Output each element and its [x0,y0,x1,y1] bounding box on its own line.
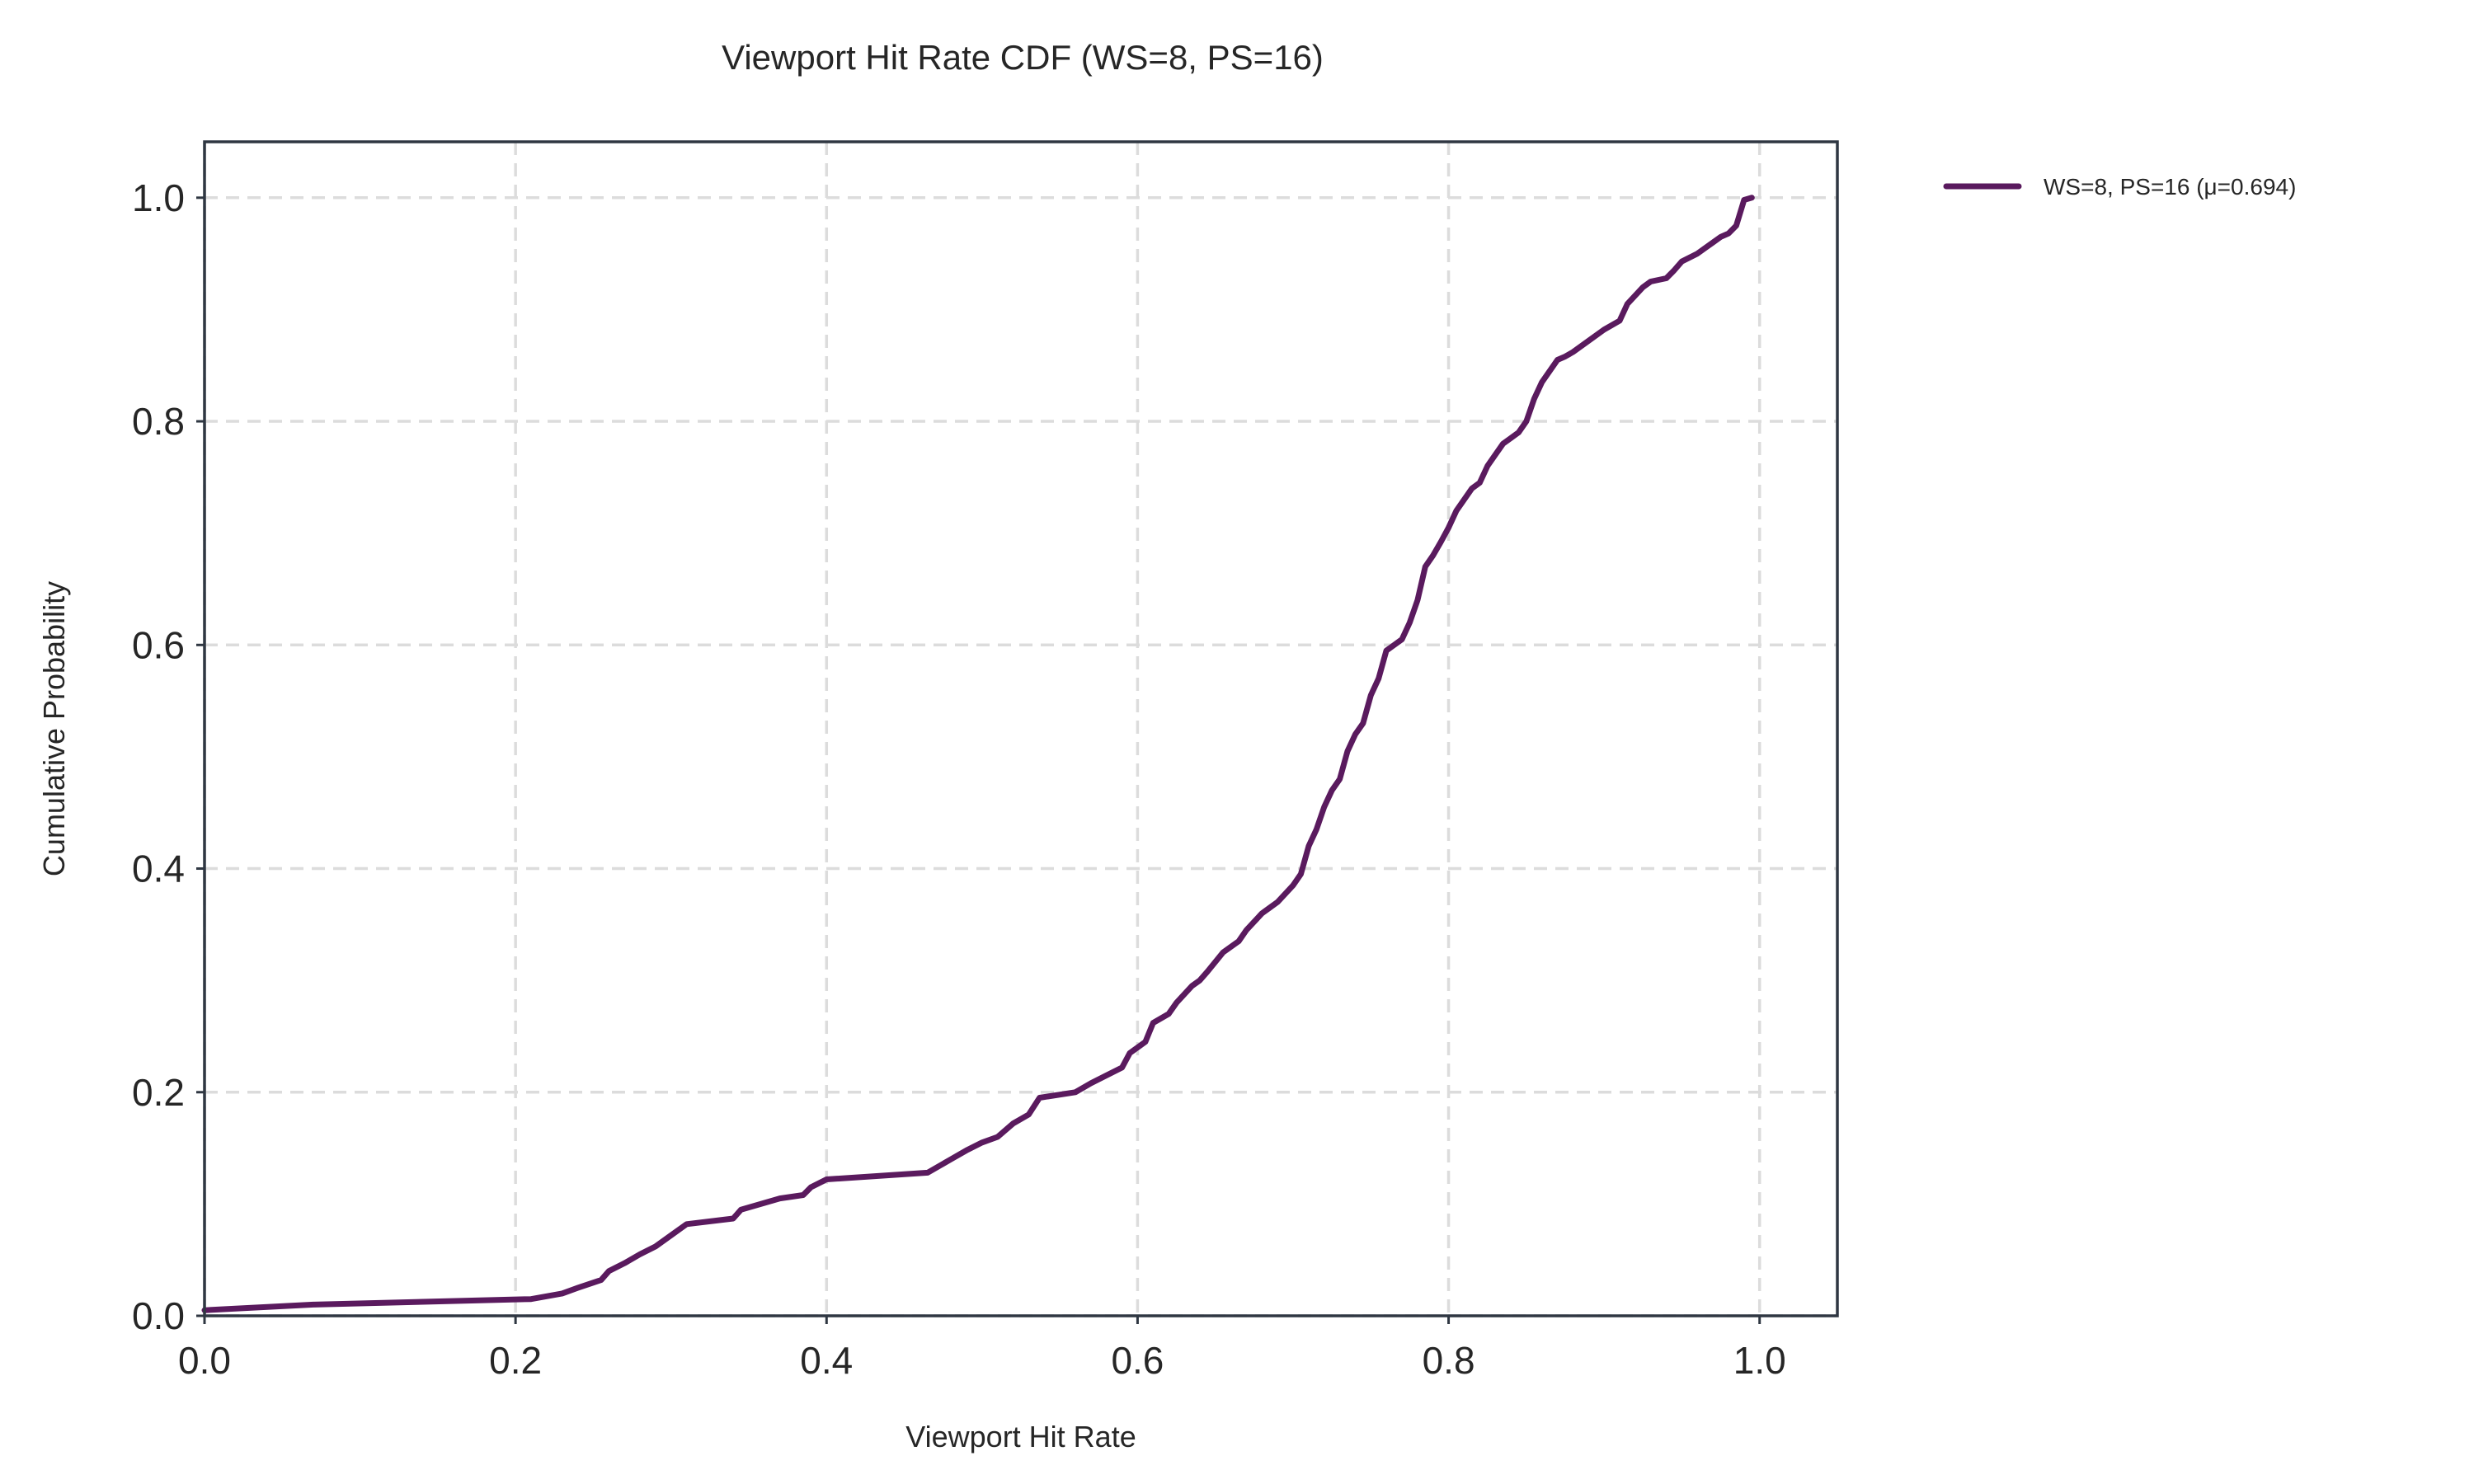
legend: WS=8, PS=16 (μ=0.694) [1943,174,2296,200]
x-tick-label: 0.6 [1111,1339,1164,1382]
gridlines [203,142,1837,1317]
plot-frame [203,140,1839,1317]
x-tick-label: 0.2 [489,1339,542,1382]
plot-series [201,195,1755,1313]
x-tick-label: 0.4 [800,1339,853,1382]
axis-ticks: 0.0 0.2 0.4 0.6 0.8 1.0 0.0 0.2 0.4 0.6 0.8 1.0 [132,176,1786,1382]
y-tick-label: 1.0 [132,176,185,219]
legend-entry-label: WS=8, PS=16 (μ=0.694) [2044,174,2296,200]
y-axis-label: Cumulative Probability [37,581,71,876]
y-tick-label: 0.0 [132,1294,185,1337]
x-axis-label: Viewport Hit Rate [905,1420,1136,1453]
y-tick-label: 0.6 [132,623,185,666]
y-tick-label: 0.2 [132,1071,185,1114]
x-tick-label: 0.0 [178,1339,231,1382]
x-tick-label: 1.0 [1733,1339,1786,1382]
y-tick-label: 0.8 [132,400,185,443]
x-tick-label: 0.8 [1423,1339,1475,1382]
series-line [201,195,1755,1313]
y-tick-label: 0.4 [132,848,185,890]
chart-title: Viewport Hit Rate CDF (WS=8, PS=16) [722,38,1324,77]
